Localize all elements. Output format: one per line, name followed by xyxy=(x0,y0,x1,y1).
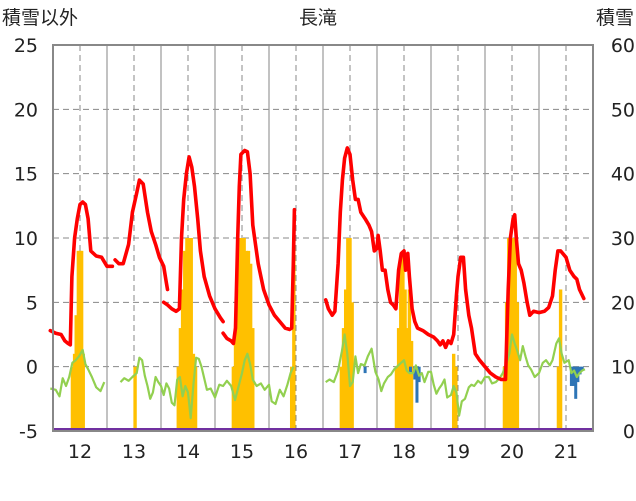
blue-bar xyxy=(572,366,576,386)
orange-bar xyxy=(339,366,344,431)
orange-bar xyxy=(401,250,405,431)
orange-bar xyxy=(79,250,84,431)
orange-bar xyxy=(74,315,78,431)
orange-bar xyxy=(183,250,187,431)
left-tick-label: 0 xyxy=(26,357,38,379)
blue-bar xyxy=(413,366,417,380)
orange-bar xyxy=(81,353,85,431)
x-tick-label: 19 xyxy=(446,441,470,463)
orange-bar xyxy=(405,328,409,431)
chart-title: 長滝 xyxy=(299,7,337,29)
green-series-line xyxy=(50,333,586,420)
orange-bar xyxy=(193,366,198,431)
orange-bar xyxy=(451,353,456,431)
orange-bar xyxy=(242,238,246,431)
blue-bar xyxy=(408,366,412,374)
orange-bar xyxy=(248,263,253,431)
orange-bar xyxy=(244,250,249,431)
orange-bar xyxy=(454,366,458,431)
right-axis-label: 積雪 xyxy=(596,7,634,29)
plot-border xyxy=(52,44,594,432)
orange-bar xyxy=(235,289,240,431)
x-tick-label: 14 xyxy=(176,441,200,463)
red-series-line xyxy=(48,146,586,382)
right-tick-label: 30 xyxy=(611,228,635,250)
x-tick-label: 12 xyxy=(68,441,92,463)
orange-bar xyxy=(133,366,137,431)
left-tick-label: 5 xyxy=(26,292,38,314)
orange-bar xyxy=(176,366,180,431)
blue-bar xyxy=(415,366,419,403)
x-tick-label: 20 xyxy=(500,441,524,463)
x-tick-label: 15 xyxy=(230,441,254,463)
blue-bar xyxy=(578,366,582,375)
orange-bar xyxy=(289,366,294,431)
x-tick-label: 17 xyxy=(338,441,362,463)
bars xyxy=(70,238,584,431)
orange-bar xyxy=(507,238,511,431)
orange-bar xyxy=(407,289,412,431)
left-tick-label: -5 xyxy=(19,421,38,443)
orange-bar xyxy=(394,366,399,431)
orange-bar xyxy=(343,289,348,431)
orange-bar xyxy=(238,238,242,431)
right-tick-label: 10 xyxy=(611,357,635,379)
orange-bar xyxy=(515,302,520,431)
orange-bar xyxy=(233,328,238,431)
right-tick-label: 50 xyxy=(611,99,635,121)
orange-bar xyxy=(558,289,563,431)
orange-bar xyxy=(502,366,507,431)
orange-bar xyxy=(348,238,352,431)
left-axis-label: 積雪以外 xyxy=(2,7,78,29)
orange-bar xyxy=(409,340,414,431)
orange-bar xyxy=(513,238,517,431)
orange-bar xyxy=(246,250,251,431)
orange-bar xyxy=(231,366,236,431)
orange-bar xyxy=(292,238,296,431)
orange-bar xyxy=(240,238,244,431)
orange-bar xyxy=(396,328,401,431)
orange-bar xyxy=(187,238,191,431)
orange-bar xyxy=(399,263,403,431)
blue-bar xyxy=(569,366,573,386)
right-tick-label: 20 xyxy=(611,292,635,314)
x-tick-label: 18 xyxy=(392,441,416,463)
orange-bar xyxy=(185,238,189,431)
left-tick-label: 25 xyxy=(14,35,38,57)
left-tick-label: 20 xyxy=(14,99,38,121)
orange-bar xyxy=(180,289,185,431)
left-tick-label: 10 xyxy=(14,228,38,250)
right-tick-label: 0 xyxy=(623,421,635,443)
orange-bar xyxy=(70,366,75,431)
right-tick-label: 60 xyxy=(611,35,635,57)
plot-frame xyxy=(52,44,594,432)
blue-bar xyxy=(574,366,578,399)
blue-bar xyxy=(363,366,367,374)
blue-bar xyxy=(580,366,584,371)
left-tick-label: 15 xyxy=(14,164,38,186)
orange-bar xyxy=(341,328,346,431)
x-tick-label: 13 xyxy=(122,441,146,463)
orange-bar xyxy=(189,238,193,431)
orange-bar xyxy=(556,366,561,431)
x-tick-label: 16 xyxy=(284,441,308,463)
right-tick-label: 40 xyxy=(611,164,635,186)
orange-bar xyxy=(350,302,354,431)
x-tick-label: 21 xyxy=(554,441,578,463)
orange-bar xyxy=(346,238,350,431)
